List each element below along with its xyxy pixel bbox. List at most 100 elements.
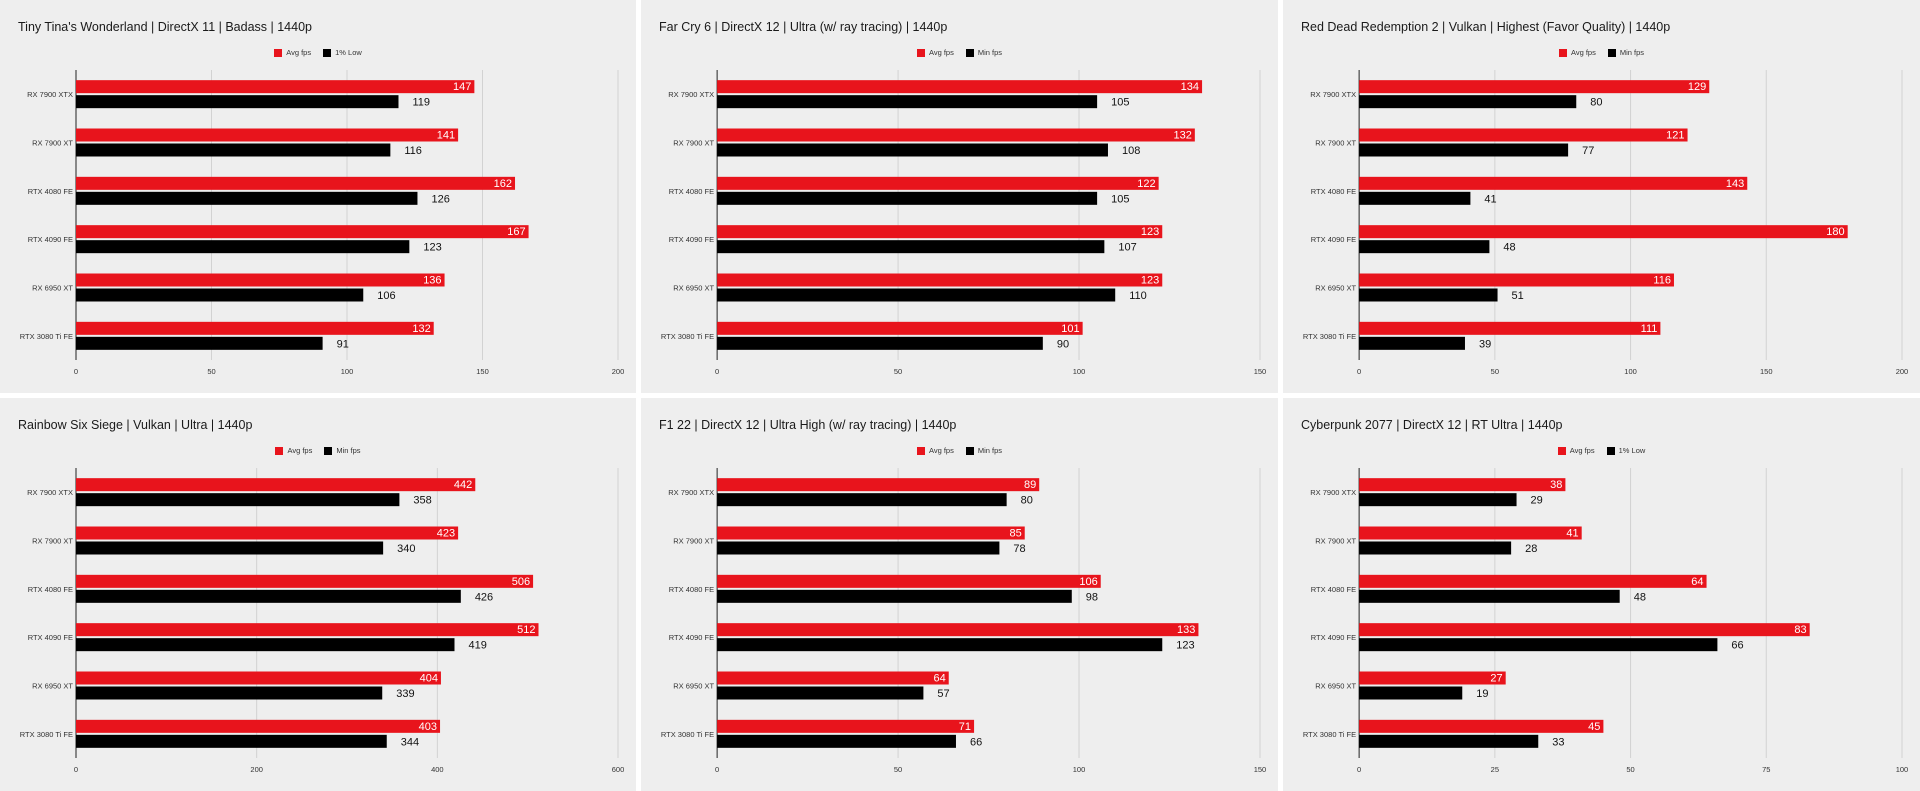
bar-secondary	[717, 191, 1098, 205]
data-label: 89	[1024, 479, 1036, 491]
bar-primary	[1359, 478, 1566, 492]
data-label: 141	[437, 130, 455, 142]
bar-primary	[1359, 526, 1582, 540]
bar-secondary	[76, 336, 323, 350]
category-label: RTX 4080 FE	[1311, 187, 1356, 196]
legend-swatch	[324, 446, 333, 455]
bar-chart: 0 50 100 150 200 RX 7900 XTX 147 119 RX 7900 XT 1…	[20, 70, 624, 376]
legend: Avg fps 1% Low	[0, 48, 636, 57]
category-label: RTX 3080 Ti FE	[661, 332, 714, 341]
category-label: RX 7900 XTX	[1310, 90, 1356, 99]
category-label: RX 6950 XT	[32, 284, 73, 293]
data-label: 41	[1566, 528, 1578, 540]
bar-chart: 0 25 50 75 100 RX 7900 XTX 38 29 RX 7900 XT 41 28 R…	[1303, 468, 1909, 774]
bar-secondary	[1359, 191, 1471, 205]
legend-swatch	[965, 48, 974, 57]
data-label: 51	[1512, 290, 1524, 302]
bar-secondary	[717, 143, 1108, 157]
data-label: 180	[1826, 226, 1844, 238]
x-tick-label: 0	[1357, 765, 1361, 774]
bar-primary	[1359, 719, 1604, 733]
data-label: 167	[507, 226, 525, 238]
bar-secondary	[1359, 493, 1517, 507]
category-label: RX 7900 XTX	[668, 90, 714, 99]
bar-secondary	[76, 191, 418, 205]
data-label: 136	[423, 275, 441, 287]
data-label: 126	[431, 193, 449, 205]
bar-secondary	[1359, 686, 1463, 700]
category-label: RTX 4080 FE	[28, 585, 73, 594]
x-tick-label: 50	[1491, 367, 1499, 376]
data-label: 105	[1111, 193, 1129, 205]
data-label: 38	[1550, 479, 1562, 491]
legend-item: Min fps	[324, 446, 361, 455]
data-label: 132	[412, 323, 430, 335]
bar-secondary	[1359, 638, 1718, 652]
category-label: RTX 3080 Ti FE	[20, 332, 73, 341]
legend-swatch	[965, 446, 974, 455]
category-label: RX 7900 XTX	[1310, 488, 1356, 497]
category-label: RTX 3080 Ti FE	[1303, 332, 1356, 341]
data-label: 45	[1588, 721, 1600, 733]
chart-panel: Cyberpunk 2077 | DirectX 12 | RT Ultra |…	[1283, 398, 1920, 791]
x-tick-label: 600	[612, 765, 625, 774]
legend-label: Min fps	[977, 446, 1003, 455]
x-tick-label: 100	[1073, 367, 1086, 376]
data-label: 29	[1531, 495, 1543, 507]
legend-swatch	[1557, 446, 1566, 455]
x-tick-label: 0	[74, 367, 78, 376]
legend-label: Min fps	[977, 48, 1003, 57]
category-label: RX 6950 XT	[32, 682, 73, 691]
category-label: RX 7900 XT	[32, 139, 73, 148]
bar-secondary	[76, 638, 455, 652]
data-label: 41	[1484, 193, 1496, 205]
category-label: RX 7900 XT	[673, 537, 714, 546]
data-label: 66	[1731, 640, 1743, 652]
x-tick-label: 100	[1896, 765, 1909, 774]
bar-primary	[76, 321, 434, 335]
x-tick-label: 0	[715, 367, 719, 376]
bar-primary	[717, 128, 1195, 142]
data-label: 101	[1061, 323, 1079, 335]
bar-primary	[76, 80, 475, 94]
x-tick-label: 200	[1896, 367, 1909, 376]
legend-label: Avg fps	[287, 446, 313, 455]
bar-chart: 0 200 400 600 RX 7900 XTX 442 358 RX 7900 XT 423…	[20, 468, 625, 774]
bar-secondary	[76, 143, 391, 157]
bar-primary	[1359, 80, 1710, 94]
bar-primary	[76, 478, 476, 492]
data-label: 404	[420, 673, 438, 685]
data-label: 48	[1634, 591, 1646, 603]
x-tick-label: 50	[894, 765, 902, 774]
data-label: 122	[1137, 178, 1155, 190]
category-label: RX 7900 XTX	[27, 90, 73, 99]
bar-secondary	[76, 589, 461, 603]
data-label: 77	[1582, 145, 1594, 157]
bar-secondary	[717, 541, 1000, 555]
data-label: 116	[404, 145, 422, 157]
data-label: 403	[419, 721, 437, 733]
category-label: RTX 4090 FE	[1311, 235, 1356, 244]
bar-secondary	[717, 686, 924, 700]
bar-secondary	[717, 95, 1098, 109]
legend-label: 1% Low	[1618, 446, 1646, 455]
bar-secondary	[1359, 240, 1490, 254]
data-label: 134	[1181, 81, 1199, 93]
bar-primary	[76, 176, 516, 190]
chart-panel: Red Dead Redemption 2 | Vulkan | Highest…	[1283, 0, 1920, 393]
legend-label: Avg fps	[286, 48, 312, 57]
legend-label: Avg fps	[1570, 48, 1596, 57]
data-label: 108	[1122, 145, 1140, 157]
x-tick-label: 100	[1073, 765, 1086, 774]
chart-title: Rainbow Six Siege | Vulkan | Ultra | 144…	[18, 418, 253, 432]
chart-panel: F1 22 | DirectX 12 | Ultra High (w/ ray …	[641, 398, 1278, 791]
legend-swatch	[1607, 48, 1616, 57]
data-label: 106	[377, 290, 395, 302]
legend-swatch	[1606, 446, 1615, 455]
category-label: RTX 4090 FE	[669, 235, 714, 244]
chart-title: Tiny Tina's Wonderland | DirectX 11 | Ba…	[18, 20, 312, 34]
x-tick-label: 50	[894, 367, 902, 376]
bar-chart: 0 50 100 150 RX 7900 XTX 89 80 RX 7900 XT 85 78 RT…	[661, 468, 1266, 774]
category-label: RX 7900 XT	[1315, 537, 1356, 546]
category-label: RTX 3080 Ti FE	[20, 730, 73, 739]
